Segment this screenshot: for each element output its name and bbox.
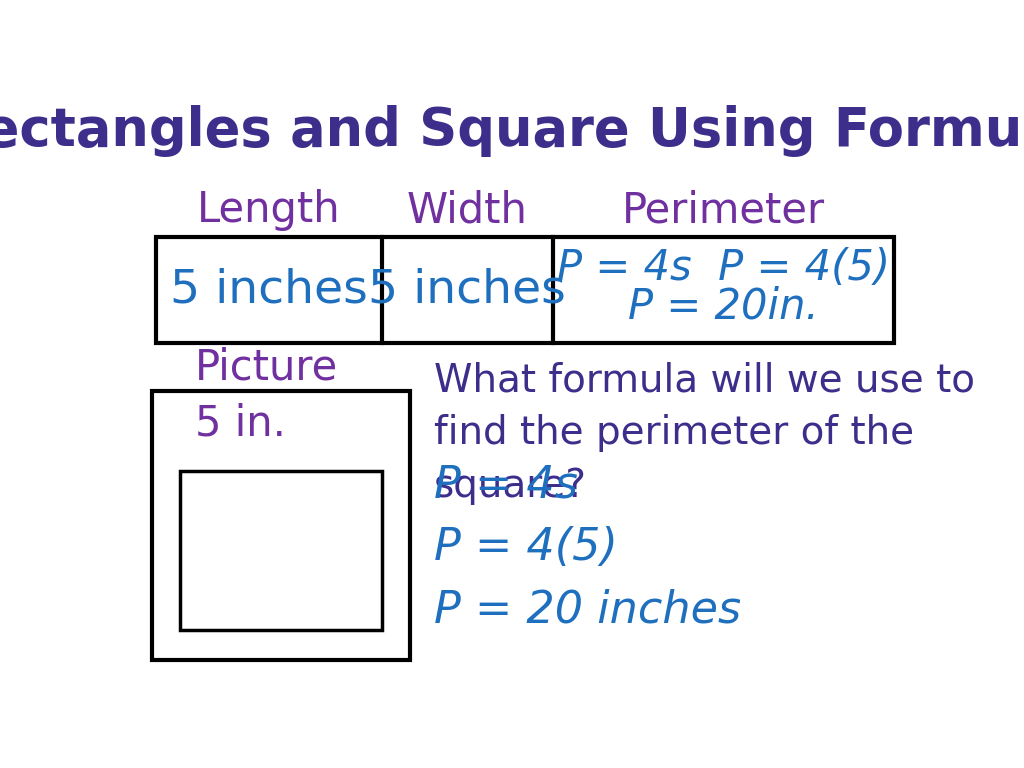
Text: Rectangles and Square Using Formulas: Rectangles and Square Using Formulas [0,104,1024,157]
Text: 5 in.: 5 in. [196,402,287,445]
Text: 5 inches: 5 inches [369,268,566,313]
Text: Picture: Picture [196,346,339,388]
Bar [156,237,894,343]
Text: P = 4s: P = 4s [433,464,578,507]
Text: What formula will we use to
find the perimeter of the
square?: What formula will we use to find the per… [433,361,975,505]
Text: Perimeter: Perimeter [622,190,824,231]
Text: P = 20in.: P = 20in. [628,286,818,328]
Text: P = 4s  P = 4(5): P = 4s P = 4(5) [557,247,890,289]
Bar [179,471,382,631]
Text: P = 20 inches: P = 20 inches [433,588,740,631]
Bar [152,391,410,660]
Text: 5 inches: 5 inches [170,268,368,313]
Text: Width: Width [407,190,527,231]
Text: Length: Length [197,190,341,231]
Text: P = 4(5): P = 4(5) [433,526,617,569]
